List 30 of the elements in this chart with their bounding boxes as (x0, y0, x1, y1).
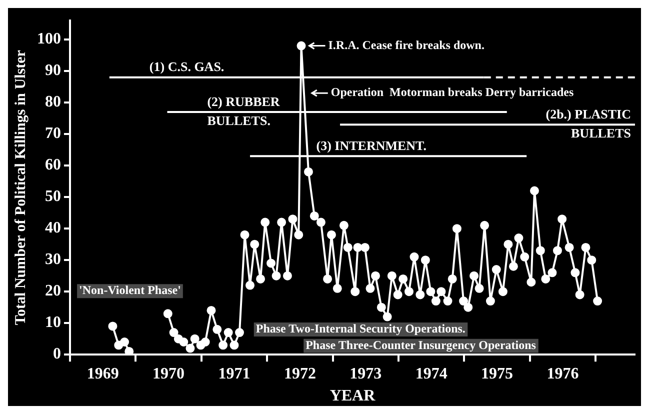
y-tick-label: 30 (45, 251, 61, 268)
x-tick-label: 1971 (218, 365, 250, 382)
x-tick-label: 1970 (152, 365, 185, 382)
y-tick-label: 0 (53, 346, 61, 363)
series-label: (2b.) PLASTIC BULLETS (546, 106, 631, 140)
series-label: (3) INTERNMENT. (316, 138, 427, 153)
y-tick-label: 10 (45, 314, 61, 332)
annotation: Phase Three-Counter Insurgency Operations (306, 338, 536, 352)
y-tick-label: 80 (45, 94, 61, 111)
x-tick-label: 1969 (86, 365, 119, 382)
series-label: (2) RUBBER BULLETS. (207, 94, 280, 128)
x-axis-title: YEAR (330, 388, 376, 405)
x-tick-label: 1975 (481, 365, 514, 382)
y-tick-label: 50 (45, 188, 61, 206)
series-label: (1) C.S. GAS. (149, 59, 224, 74)
y-tick-label: 70 (45, 125, 61, 142)
y-tick-label: 20 (45, 282, 61, 300)
annotation: I.R.A. Cease fire breaks down. (328, 38, 484, 52)
annotation: Operation Motorman breaks Derry barricades (330, 85, 574, 100)
x-tick-label: 1973 (350, 365, 382, 382)
annotation: Phase Two-Internal Security Operations. (256, 322, 466, 336)
y-axis-title: Total Number of Political Killings in Ulster (12, 50, 29, 326)
y-tick-label: 90 (45, 62, 61, 80)
x-tick-label: 1972 (284, 365, 316, 382)
x-tick-label: 1974 (415, 365, 448, 382)
y-tick-label: 40 (45, 220, 61, 237)
x-tick-label: 1976 (546, 365, 579, 382)
y-tick-label: 100 (37, 30, 61, 48)
y-tick-label: 60 (45, 156, 61, 174)
annotation: 'Non-Violent Phase' (79, 283, 181, 298)
